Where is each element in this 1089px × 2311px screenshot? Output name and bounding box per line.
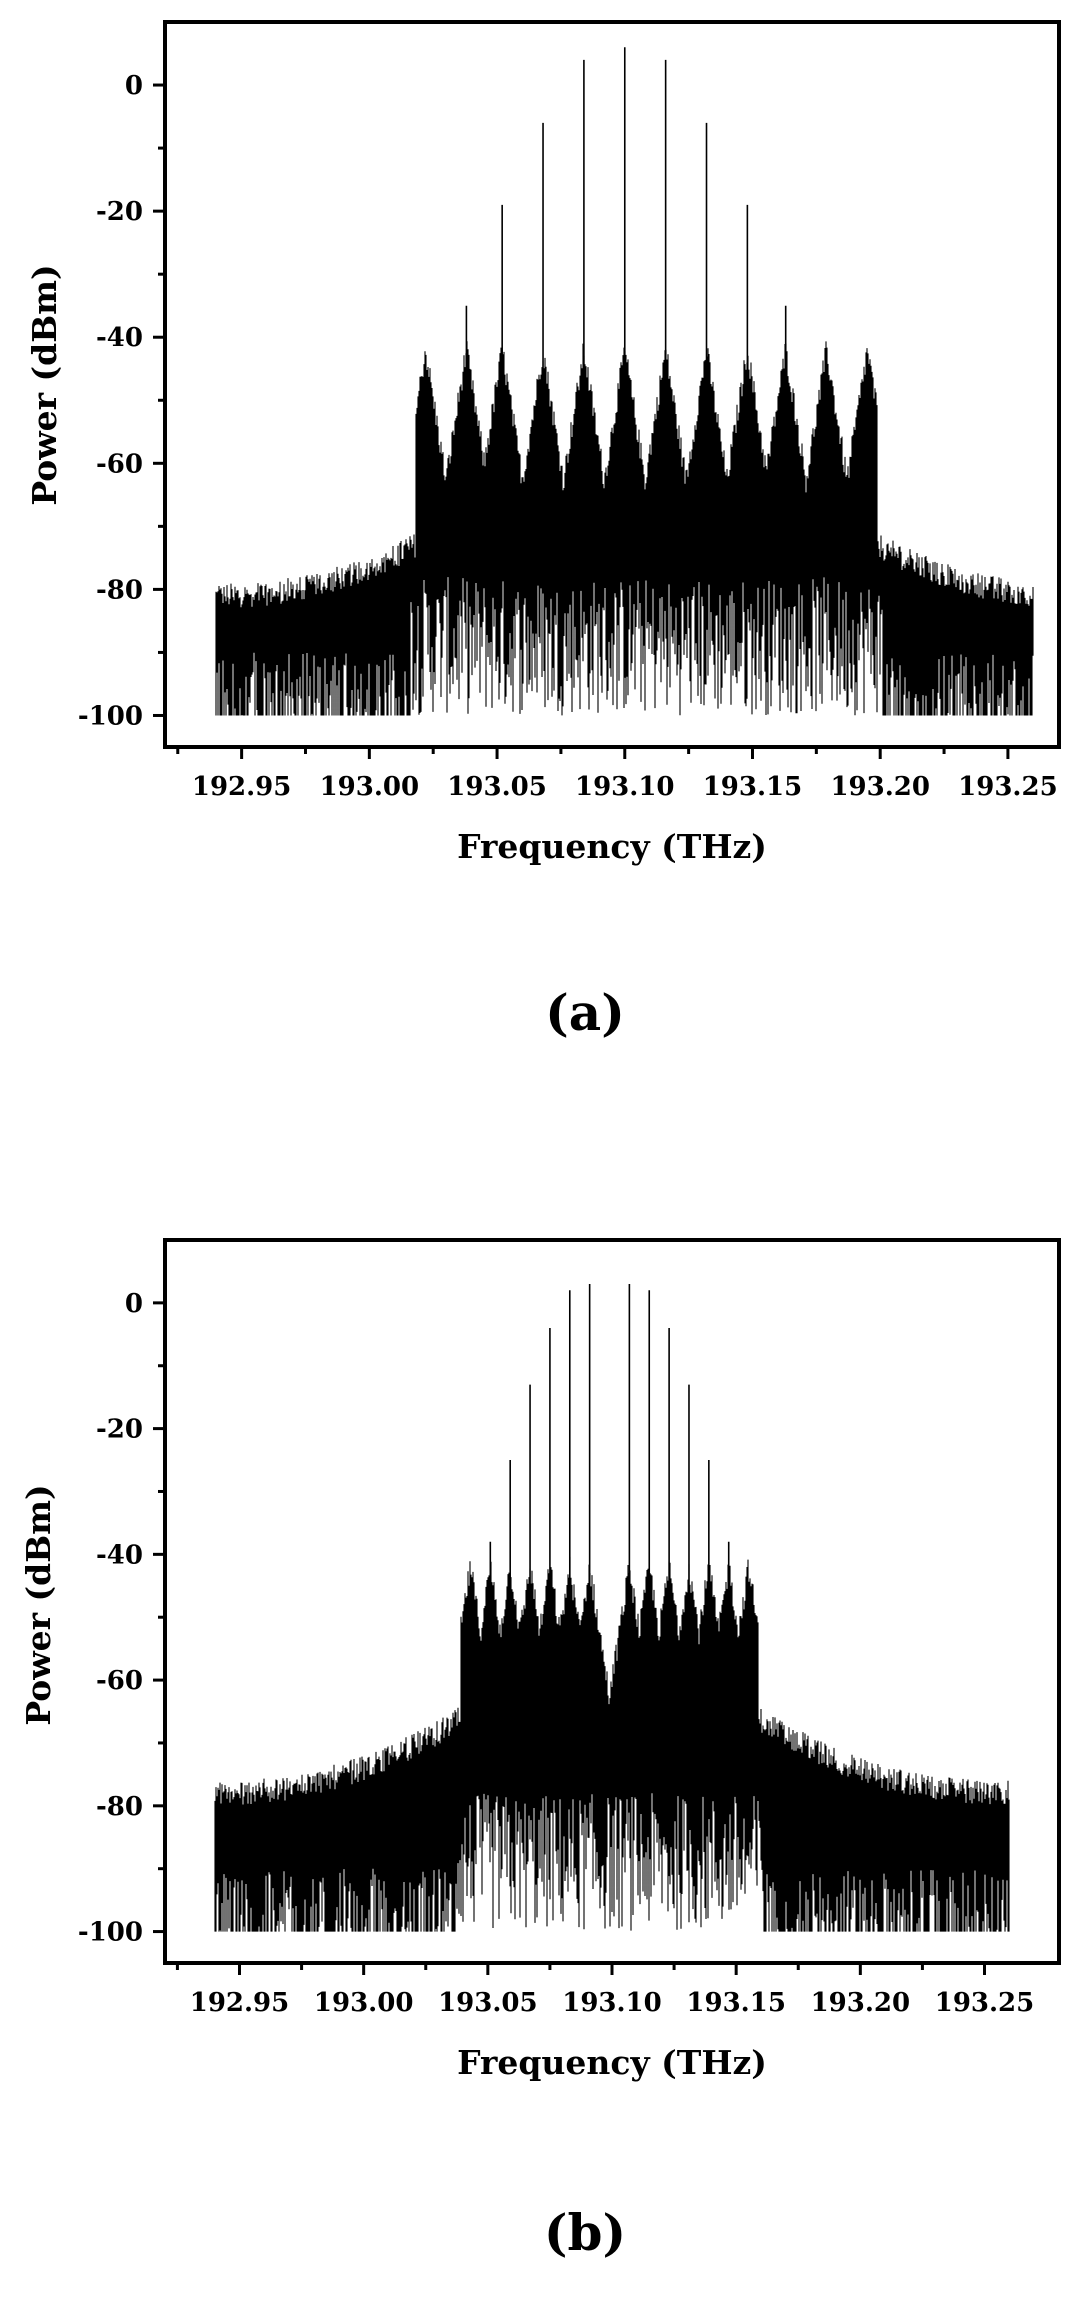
x-tick-label: 193.25 <box>935 1988 1035 2018</box>
y-tick-label: -100 <box>78 701 143 731</box>
x-tick-label: 193.25 <box>958 772 1058 802</box>
y-axis-title-a: Power (dBm) <box>25 264 64 505</box>
x-tick-label: 193.05 <box>438 1988 538 2018</box>
noise-trace <box>215 341 1034 716</box>
y-tick-label: -80 <box>96 575 143 605</box>
x-tick-label: 193.00 <box>320 772 420 802</box>
spectrum-noise-a <box>215 341 1034 716</box>
y-tick-label: 0 <box>125 71 143 101</box>
y-tick-label: -60 <box>96 449 143 479</box>
y-tick-label: -40 <box>96 323 143 353</box>
y-ticks-a: 0 -20 -40 -60 -80 -100 <box>78 71 165 731</box>
y-tick-label: -100 <box>78 1918 143 1948</box>
y-tick-label: -80 <box>96 1792 143 1822</box>
chart-panel-b: 192.95 193.00 193.05 193.10 193.15 193.20 193.… <box>19 1238 1061 2262</box>
y-ticks-b: 0 -20 -40 -60 -80 -100 <box>78 1289 165 1948</box>
panel-label-b: (b) <box>544 2203 626 2262</box>
y-tick-label: -40 <box>96 1540 143 1570</box>
x-tick-label: 193.15 <box>703 772 803 802</box>
plot-frame-a <box>163 20 1061 749</box>
y-tick-label: -20 <box>96 1415 143 1445</box>
y-tick-label: -60 <box>96 1666 143 1696</box>
x-tick-label: 193.20 <box>830 772 930 802</box>
x-tick-label: 192.95 <box>192 772 292 802</box>
x-ticks-b: 192.95 193.00 193.05 193.10 193.15 193.20 193.… <box>175 1963 1035 2018</box>
x-tick-label: 193.10 <box>575 772 675 802</box>
noise-trace <box>214 1556 1010 1932</box>
spectral-lines-b <box>469 1284 750 1794</box>
x-tick-label: 193.20 <box>811 1988 911 2018</box>
x-axis-title-a: Frequency (THz) <box>457 827 767 866</box>
chart-panel-a: 192.95 193.00 193.05 193.10 193.15 193.20 193.… <box>25 20 1061 1042</box>
x-ticks-a: 192.95 193.00 193.05 193.10 193.15 193.20 193.… <box>176 747 1058 802</box>
y-tick-label: 0 <box>125 1289 143 1319</box>
x-tick-label: 193.15 <box>686 1988 786 2018</box>
x-tick-label: 192.95 <box>190 1988 290 2018</box>
plot-area-a <box>215 47 1034 716</box>
panel-label-a: (a) <box>545 983 625 1042</box>
x-tick-label: 193.05 <box>447 772 547 802</box>
x-tick-label: 193.10 <box>562 1988 662 2018</box>
y-tick-label: -20 <box>96 197 143 227</box>
x-tick-label: 193.00 <box>314 1988 414 2018</box>
plot-area-b <box>214 1284 1010 1932</box>
spectrum-noise-b <box>214 1556 1010 1932</box>
x-axis-title-b: Frequency (THz) <box>457 2043 767 2082</box>
y-axis-title-b: Power (dBm) <box>19 1484 58 1725</box>
spectral-lines-a <box>424 47 869 577</box>
